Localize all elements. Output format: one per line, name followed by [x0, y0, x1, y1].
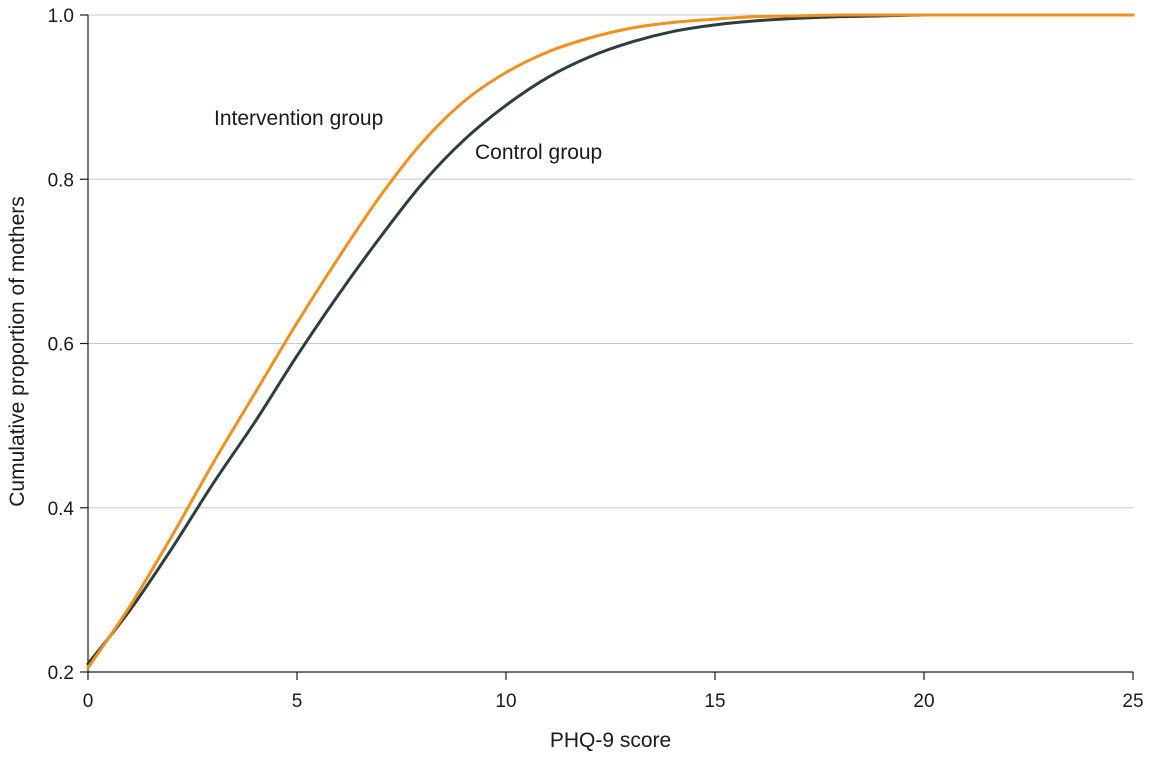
x-tick-label-5: 25	[1122, 691, 1143, 712]
x-tick-label-1: 5	[292, 691, 303, 712]
gridlines	[88, 14, 1133, 509]
y-tick-label-0: 0.2	[48, 663, 74, 684]
series-line-intervention-group	[86, 13, 1135, 670]
x-tick-label-0: 0	[83, 691, 94, 712]
x-tick-label-2: 10	[495, 691, 516, 712]
series-labels: Intervention group Control group	[214, 107, 602, 164]
axes	[80, 14, 1134, 680]
x-tick-label-3: 15	[704, 691, 725, 712]
series-label-intervention-group: Intervention group	[214, 107, 383, 130]
series-lines	[86, 13, 1135, 670]
y-tick-label-2: 0.6	[48, 335, 74, 356]
x-tick-label-4: 20	[913, 691, 934, 712]
tick-labels: 0.2 0.4 0.6 0.8 1.0 0 5 10 15 20 25	[48, 6, 1144, 712]
y-axis-title: Cumulative proportion of mothers	[6, 196, 29, 506]
y-tick-label-1: 0.4	[48, 499, 75, 520]
y-tick-label-4: 1.0	[48, 6, 74, 27]
x-axis-title: PHQ-9 score	[550, 729, 671, 752]
series-label-control-group: Control group	[475, 141, 602, 164]
y-tick-label-3: 0.8	[48, 170, 74, 191]
